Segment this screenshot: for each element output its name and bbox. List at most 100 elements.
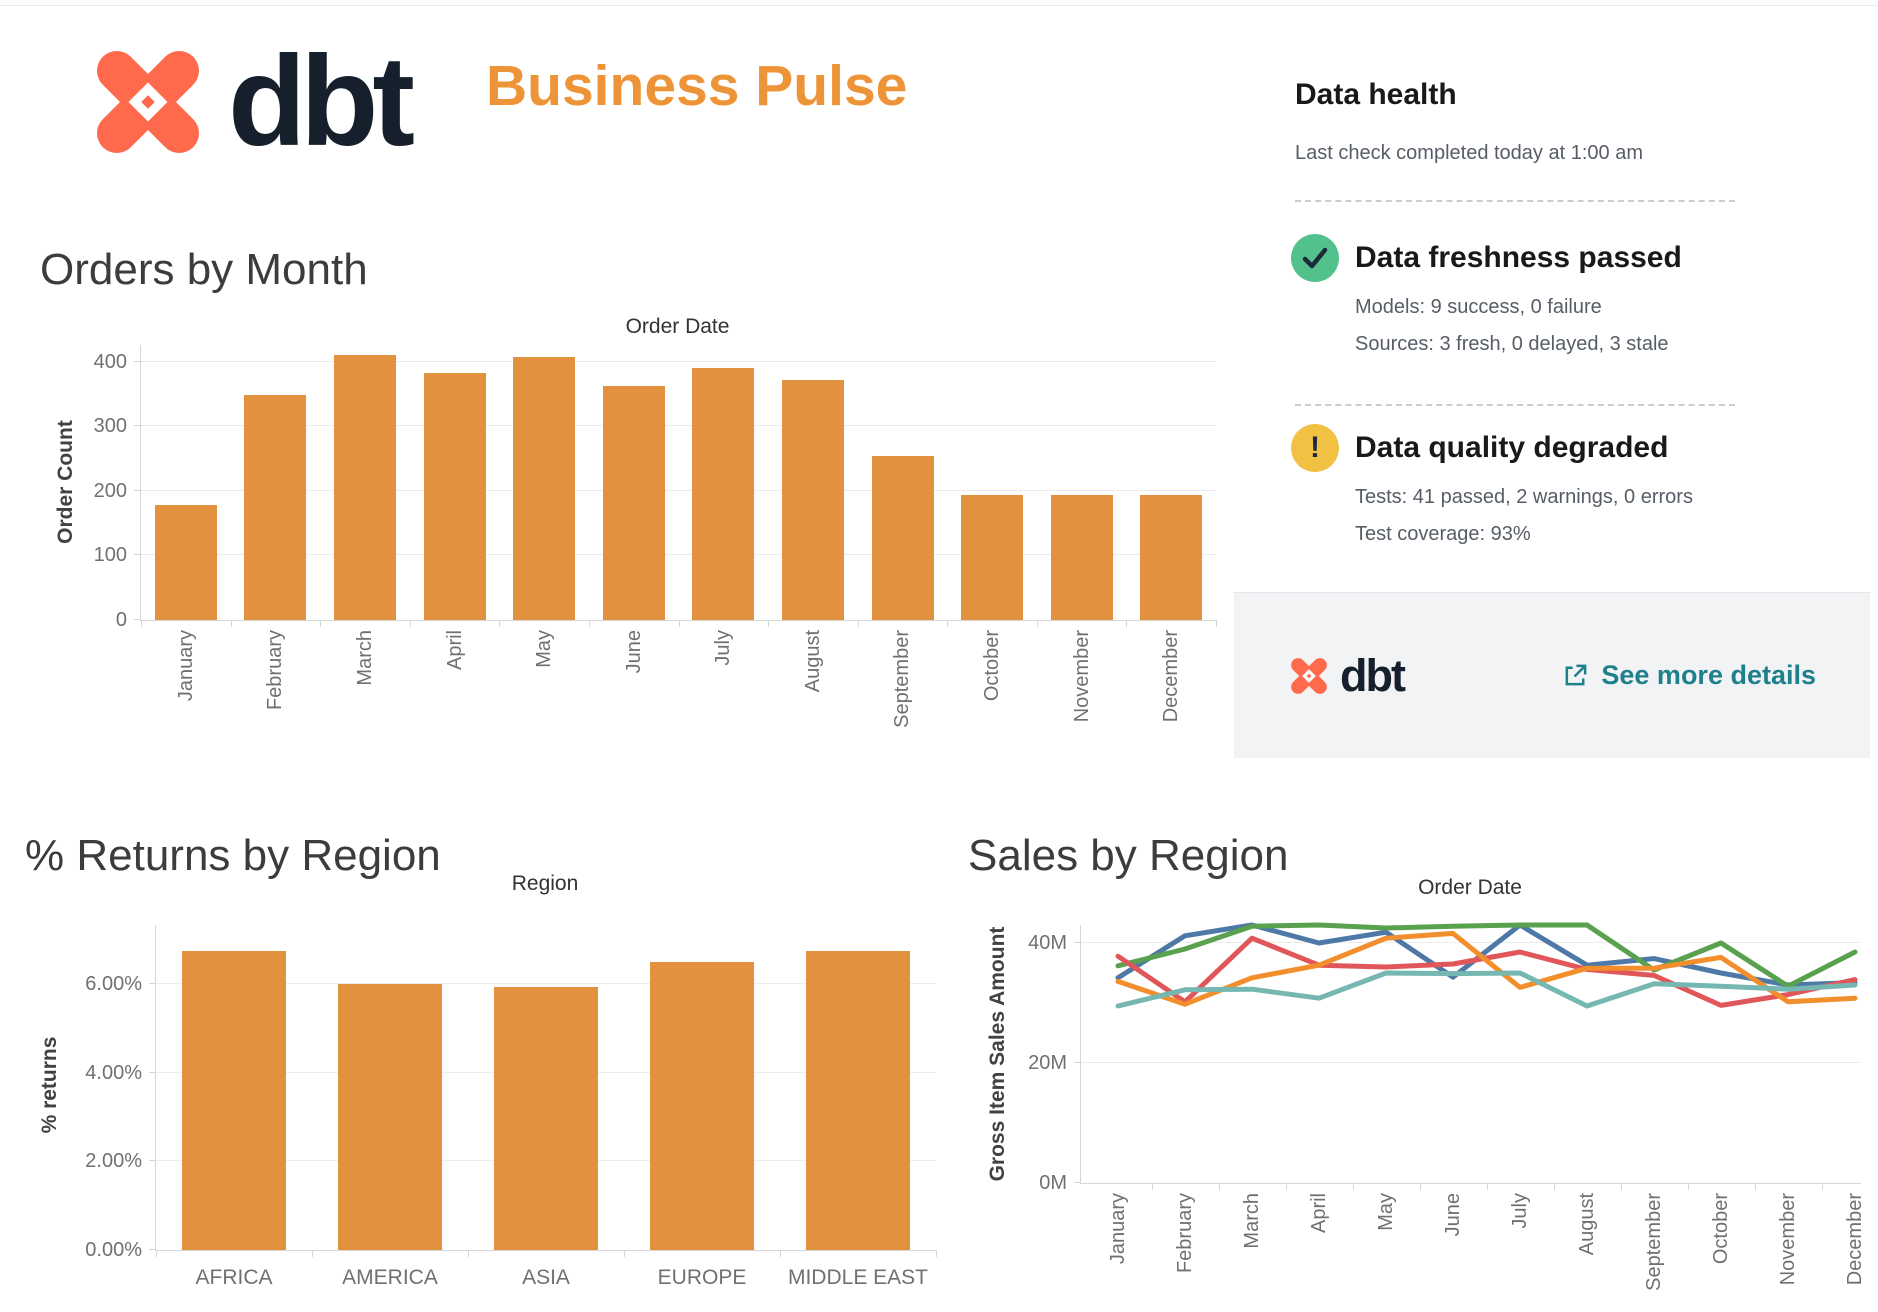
x-axis-tick [1285, 1183, 1287, 1190]
data-health-footer: dbt See more details [1234, 592, 1870, 758]
x-axis-label: August [801, 630, 824, 693]
bar-july[interactable] [692, 367, 755, 620]
line-series-teal[interactable] [1115, 970, 1858, 1009]
x-axis-tick [1687, 1183, 1689, 1190]
line-series-orange[interactable] [1115, 930, 1858, 1007]
x-axis-tick [320, 620, 322, 627]
top-divider [0, 5, 1878, 6]
x-axis-label: March [353, 630, 376, 686]
x-axis-label: November [1777, 1193, 1799, 1286]
dbt-logo-icon [1288, 655, 1330, 697]
returns-y-axis-label: % returns [38, 1036, 61, 1134]
x-axis-label: August [1576, 1193, 1598, 1256]
bar-march[interactable] [334, 355, 396, 620]
y-axis-tick [134, 425, 141, 426]
x-axis-tick [857, 620, 859, 627]
y-axis-tick [134, 619, 141, 620]
y-axis-tick [134, 554, 141, 555]
y-axis-tick [1074, 942, 1081, 943]
y-tick-label: 400 [93, 351, 127, 373]
y-axis-tick [149, 1249, 156, 1250]
y-axis-tick [1074, 1062, 1081, 1063]
x-axis-tick [1218, 1183, 1220, 1190]
returns-bar-chart: 0.00% 2.00% 4.00% 6.00% AFRICA AMERICA ASIA EUR… [85, 925, 937, 1289]
status-line: Tests: 41 passed, 2 warnings, 0 errors [1355, 486, 1693, 508]
y-axis-tick [134, 361, 141, 362]
gridline [141, 554, 1216, 555]
gridline [156, 983, 936, 984]
bar-december[interactable] [1140, 495, 1203, 620]
x-axis-tick [947, 620, 949, 627]
bar-november[interactable] [1050, 495, 1113, 620]
x-axis-label: February [264, 630, 287, 711]
x-axis-label: AFRICA [195, 1266, 273, 1289]
data-health-subtitle: Last check completed today at 1:00 am [1295, 142, 1643, 164]
x-axis-tick [624, 1250, 625, 1257]
x-axis-label: June [622, 630, 645, 674]
see-more-details-link[interactable]: See more details [1562, 660, 1816, 691]
bar-may[interactable] [513, 357, 576, 620]
x-axis-label: September [891, 630, 914, 728]
dashed-divider [1295, 200, 1735, 202]
x-axis-tick [156, 1250, 157, 1257]
orders-chart-title: Orders by Month [40, 245, 368, 294]
y-tick-label: 0M [1039, 1172, 1067, 1194]
x-axis-label: May [1375, 1193, 1397, 1231]
status-line: Sources: 3 fresh, 0 delayed, 3 stale [1355, 333, 1669, 355]
x-axis-label: January [1107, 1193, 1129, 1265]
bar-america[interactable] [338, 984, 442, 1250]
y-tick-label: 100 [93, 544, 127, 566]
x-axis-label: AMERICA [342, 1266, 438, 1289]
y-axis-tick [149, 983, 156, 984]
x-axis-tick [141, 620, 142, 627]
x-axis-label: June [1442, 1193, 1464, 1237]
bar-middle-east[interactable] [806, 951, 910, 1250]
x-axis-tick [1754, 1183, 1756, 1190]
bar-april[interactable] [423, 372, 486, 620]
bar-september[interactable] [871, 456, 934, 620]
x-axis-tick [1216, 620, 1217, 627]
status-item-freshness: Data freshness passed Models: 9 success,… [1291, 234, 1682, 356]
x-axis-label: October [1710, 1193, 1732, 1265]
x-axis-label: May [533, 630, 556, 668]
bar-june[interactable] [602, 386, 665, 620]
x-axis-tick [1486, 1183, 1488, 1190]
x-axis-label: December [1160, 630, 1183, 723]
x-axis-label: December [1844, 1193, 1866, 1286]
bar-february[interactable] [244, 395, 307, 620]
gridline [141, 490, 1216, 491]
page-title: Business Pulse [486, 54, 908, 118]
x-axis-label: September [1643, 1193, 1665, 1291]
bar-africa[interactable] [182, 951, 286, 1250]
bar-europe[interactable] [650, 962, 754, 1250]
gridline [141, 425, 1216, 426]
x-axis-label: October [981, 630, 1004, 702]
x-axis-tick [768, 620, 770, 627]
dbt-wordmark: dbt [228, 30, 415, 173]
bar-october[interactable] [961, 495, 1023, 620]
x-axis-tick [1126, 620, 1128, 627]
x-axis-tick [312, 1250, 313, 1257]
bar-january[interactable] [154, 505, 217, 620]
x-axis-label: January [174, 630, 197, 702]
data-health-panel: Data health Last check completed today a… [1234, 0, 1878, 772]
line-series-green[interactable] [1115, 922, 1858, 989]
x-axis-tick [588, 620, 590, 627]
gridline [141, 361, 1216, 362]
returns-axis-title: Region [511, 872, 579, 895]
y-tick-label: 2.00% [85, 1150, 142, 1172]
status-heading: Data freshness passed [1355, 241, 1682, 274]
bar-august[interactable] [781, 379, 844, 620]
status-heading: Data quality degraded [1355, 431, 1669, 464]
gridline [1081, 942, 1861, 943]
x-axis-label: April [443, 630, 466, 671]
x-axis-tick [780, 1250, 781, 1257]
status-item-quality: ! Data quality degraded Tests: 41 passed… [1291, 424, 1693, 546]
bar-asia[interactable] [494, 986, 598, 1250]
y-tick-label: 0.00% [85, 1239, 142, 1261]
line-series-blue[interactable] [1115, 922, 1858, 988]
gridline [1081, 1062, 1861, 1063]
see-more-details-label: See more details [1601, 660, 1816, 690]
x-axis-tick [1419, 1183, 1421, 1190]
